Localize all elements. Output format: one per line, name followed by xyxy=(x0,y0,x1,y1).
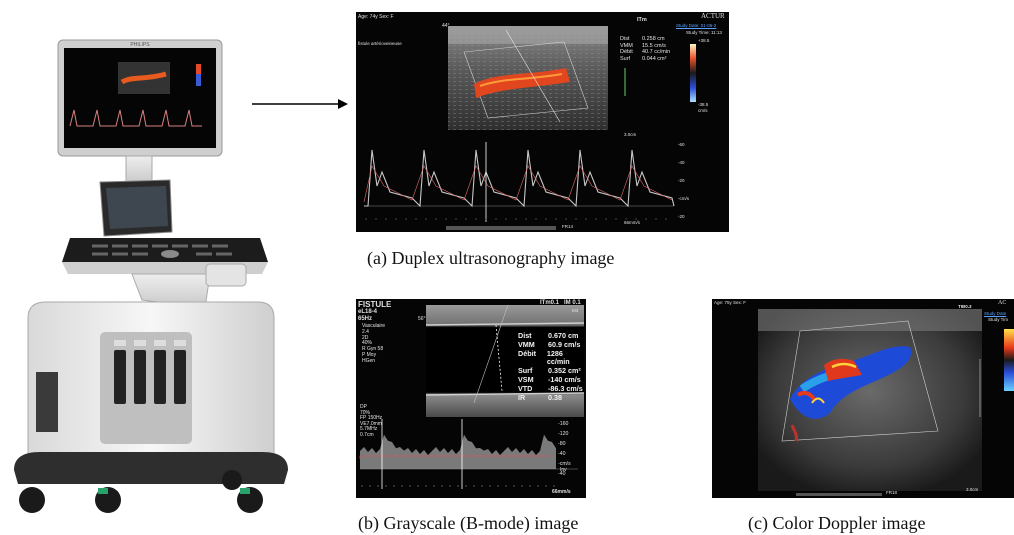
measurement-value: 0.670 cm xyxy=(548,331,579,340)
info-line: 40% xyxy=(362,340,373,347)
measurement-key: VTD xyxy=(518,383,533,393)
info-line: 2D xyxy=(362,334,369,341)
info-line: VE7.0mm xyxy=(360,420,382,427)
info-line: 2.4 xyxy=(362,328,369,335)
im-label: IM 0.1 xyxy=(564,300,581,306)
itm-label: ITm xyxy=(637,17,647,23)
info-line: Vasculaire xyxy=(362,323,385,329)
angle-label: 44° xyxy=(442,23,450,29)
scale-tick-label: -60 xyxy=(678,142,685,147)
measurement-key: VMM xyxy=(620,42,633,49)
info-line: 5.7MHz xyxy=(360,426,378,433)
scale-bottom-label: -38.5 xyxy=(698,102,709,107)
vessel-label: fistule artérioveineuse xyxy=(358,41,402,46)
color-doppler-image: Age: 75y Sex: F TIB0.3 AC Study Date Stu… xyxy=(712,299,1014,498)
measurement-row: Surf 0.044 cm² xyxy=(620,56,670,63)
info-line: 70% xyxy=(360,409,371,416)
depth-label: 3.0cm xyxy=(966,487,979,492)
sweep-speed: 66mm/s xyxy=(552,489,571,495)
arrow-icon xyxy=(252,99,348,109)
measurement-row: IR 0.38 xyxy=(518,392,586,403)
measurement-value: 0.258 cm xyxy=(642,36,665,42)
measurement-key: IR xyxy=(518,392,526,402)
info-line: HGen xyxy=(362,357,376,364)
duplex-ultrasonography-image: Age: 74y Sex: F 44° fistule artérioveine… xyxy=(356,12,729,232)
scale-tick-label: -20 xyxy=(678,214,685,219)
measurement-key: Dist xyxy=(518,331,532,340)
scale-tick-label: -20 xyxy=(678,178,685,183)
measurement-row: VTD -86.3 cm/s xyxy=(518,383,586,394)
ultrasound-machine-illustration: PHILIPS xyxy=(14,39,288,513)
measurement-row: VMM 60.9 cm/s xyxy=(518,339,586,350)
measurement-value: 15.5 cm/s xyxy=(642,42,666,49)
measurement-key: VMM xyxy=(518,339,535,349)
top-right-label: AC xyxy=(998,300,1007,306)
caption-color-doppler: (c) Color Doppler image xyxy=(748,513,926,533)
scale-top-label: +38.5 xyxy=(698,38,710,43)
measurement-row: VMM 15.5 cm/s xyxy=(620,43,670,50)
measurement-list: Dist 0.258 cm VMM 15.5 cm/s Débit 40.7 cc/min… xyxy=(620,36,670,62)
exam-title: FISTULE xyxy=(358,300,392,309)
frame-rate: FR14 xyxy=(562,224,574,229)
measurement-value: 0.352 cm² xyxy=(548,366,581,376)
scale-tick-label: -40 xyxy=(558,451,566,457)
measurement-key: Surf xyxy=(518,366,533,376)
measurement-row: Débit 40.7 cc/min xyxy=(620,49,670,56)
measurement-key: Débit xyxy=(620,49,633,56)
measurement-key: Dist xyxy=(620,36,630,42)
depth-label: 3.0cm xyxy=(624,132,637,137)
measurement-value: 1286 cc/min xyxy=(546,348,570,367)
measurement-key: Surf xyxy=(620,55,631,62)
study-time: Study Time: 11:13 xyxy=(686,30,722,35)
doppler-info: DP 70% FP 150Hz VE7.0mm 5.7MHz 0.7cm xyxy=(360,404,383,439)
m-label: M3 xyxy=(572,308,579,313)
measurement-key: VSM xyxy=(518,374,534,384)
measurement-value: 40.7 cc/min xyxy=(642,49,671,56)
study-date: Study Date xyxy=(984,311,1007,316)
measurement-value: -140 cm/s xyxy=(548,374,581,384)
frequency-label: 65Hz xyxy=(358,316,373,322)
measurement-row: VSM -140 cm/s xyxy=(518,374,586,385)
patient-info: Age: 75y Sex: F xyxy=(714,300,747,305)
measurement-value: 0.38 xyxy=(548,392,562,402)
study-time: Study Tim xyxy=(988,317,1009,322)
frame-rate: FR18 xyxy=(886,490,898,495)
brand-text: PHILIPS xyxy=(130,42,150,48)
measurement-row: Dist 0.670 cm xyxy=(518,331,586,341)
patient-info: Age: 74y Sex: F xyxy=(358,14,394,20)
angle-label: 56° xyxy=(418,316,426,322)
invert-label: Inv xyxy=(560,467,567,473)
info-line: FP 150Hz xyxy=(360,415,383,422)
acquisition-info: Vasculaire 2.4 2D 40% R Gyn 58 P Moy HGen xyxy=(362,323,385,365)
scale-tick-label: -40 xyxy=(558,471,566,477)
scale-tick-label: -160 xyxy=(558,421,569,427)
scale-tick-label: -120 xyxy=(558,431,569,437)
grayscale-bmode-image: FISTULE eL18-4 65Hz Vasculaire 2.4 2D 40% R … xyxy=(356,299,586,498)
itm-label: ITm0.1 xyxy=(540,300,560,306)
caption-duplex: (a) Duplex ultrasonography image xyxy=(367,248,615,268)
measurement-value: -86.3 cm/s xyxy=(548,383,583,393)
scale-tick-label: -80 xyxy=(558,441,566,447)
measurement-key: Débit xyxy=(518,348,536,358)
sweep-speed: 66mm/s xyxy=(624,220,641,225)
measurement-row: Dist 0.258 cm xyxy=(620,36,670,43)
scale-tick-label: -40 xyxy=(678,160,685,165)
measurement-row: Surf 0.352 cm² xyxy=(518,366,586,376)
scale-tick-label: -cm/s xyxy=(678,196,689,201)
scale-unit-label: cm/s xyxy=(698,108,708,113)
scale-tick-label: -cm/s xyxy=(558,461,571,467)
info-line: 0.7cm xyxy=(360,431,374,438)
caption-grayscale: (b) Grayscale (B-mode) image xyxy=(358,513,579,533)
measurement-value: 60.9 cm/s xyxy=(548,339,581,349)
measurement-list: Dist 0.670 cm VMM 60.9 cm/s Débit 1286 cc/min… xyxy=(518,331,586,403)
measurement-row: Débit 1286 cc/min xyxy=(518,348,586,368)
info-line: DP xyxy=(360,404,367,410)
top-right-label: ACTUR xyxy=(701,12,725,20)
probe-label: eL18-4 xyxy=(358,309,378,315)
itm-label: TIB0.3 xyxy=(958,304,972,309)
measurement-value: 0.044 cm² xyxy=(642,55,667,62)
study-date: Study Date: 01-06-2 xyxy=(676,23,717,28)
info-line: R Gyn 58 xyxy=(362,346,384,353)
info-line: P Moy xyxy=(362,351,377,358)
